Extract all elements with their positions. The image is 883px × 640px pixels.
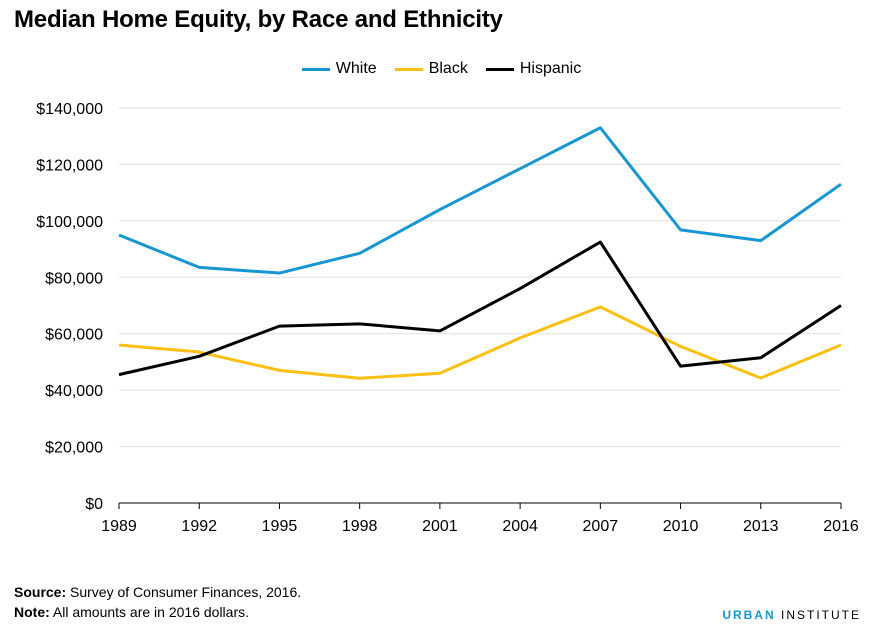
y-tick-label: $100,000 — [36, 214, 103, 231]
x-tick-label: 2010 — [663, 518, 699, 535]
source-note: Source: Survey of Consumer Finances, 201… — [14, 584, 301, 600]
x-tick-label: 2016 — [823, 518, 859, 535]
dollars-note: Note: All amounts are in 2016 dollars. — [14, 604, 249, 620]
y-tick-label: $0 — [85, 496, 103, 513]
x-tick-label: 1989 — [101, 518, 137, 535]
legend: White Black Hispanic — [0, 60, 883, 78]
source-label: Source: — [14, 584, 67, 600]
y-tick-label: $140,000 — [36, 101, 103, 118]
series-line-hispanic — [118, 240, 842, 377]
series-line-black — [118, 305, 842, 380]
x-tick-label: 2013 — [743, 518, 779, 535]
x-tick-label: 2004 — [502, 518, 538, 535]
legend-swatch — [485, 67, 514, 71]
y-tick-label: $20,000 — [45, 440, 103, 457]
x-tick-label: 2001 — [422, 518, 458, 535]
legend-item-hispanic: Hispanic — [485, 60, 582, 78]
y-tick-label: $60,000 — [45, 327, 103, 344]
y-tick-label: $80,000 — [45, 270, 103, 287]
legend-label: Black — [428, 60, 468, 77]
series-line-white — [118, 126, 842, 275]
chart-title: Median Home Equity, by Race and Ethnicit… — [14, 6, 503, 33]
legend-item-black: Black — [394, 60, 468, 78]
x-tick-label: 1998 — [342, 518, 378, 535]
x-tick-label: 1992 — [181, 518, 217, 535]
y-tick-label: $120,000 — [36, 157, 103, 174]
x-tick-label: 2007 — [583, 518, 619, 535]
brand-part2: INSTITUTE — [775, 608, 861, 622]
source-text: Survey of Consumer Finances, 2016. — [66, 584, 302, 600]
legend-item-white: White — [301, 60, 377, 78]
note-label: Note: — [14, 604, 50, 620]
brand-logo: URBAN INSTITUTE — [722, 608, 861, 622]
legend-swatch — [394, 67, 423, 71]
legend-swatch — [301, 67, 330, 71]
y-tick-label: $40,000 — [45, 383, 103, 400]
legend-label: White — [335, 60, 377, 77]
note-text: All amounts are in 2016 dollars. — [49, 604, 250, 620]
legend-label: Hispanic — [519, 60, 582, 77]
x-tick-label: 1995 — [262, 518, 298, 535]
brand-part1: URBAN — [722, 608, 776, 622]
